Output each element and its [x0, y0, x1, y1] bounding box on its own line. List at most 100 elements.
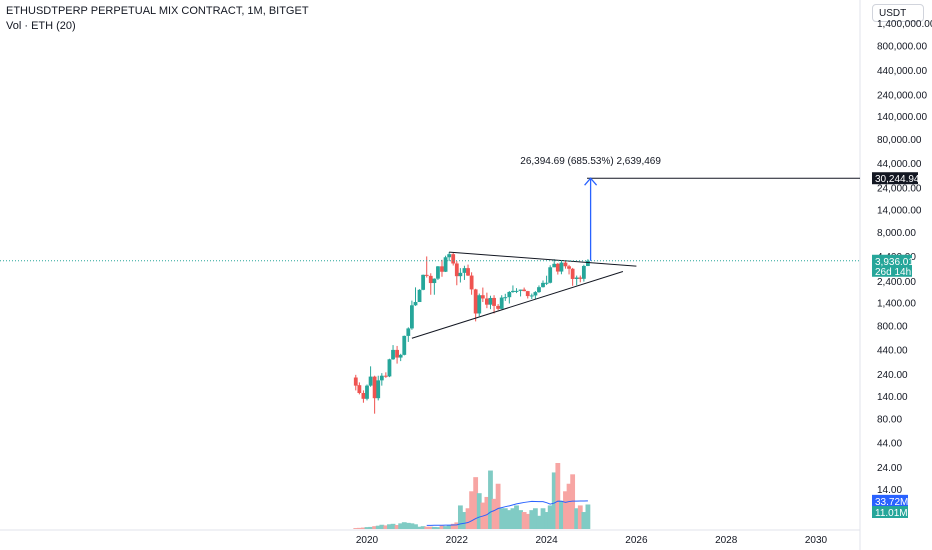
volume-bar [566, 483, 572, 529]
candle-body [525, 291, 530, 297]
volume-bar [473, 477, 479, 529]
volume-bar [469, 491, 475, 529]
time-tick-label: 2030 [805, 535, 828, 546]
candle-body [436, 266, 440, 279]
price-tick-label: 8,000.00 [877, 228, 916, 239]
price-tick-label: 140,000.00 [877, 112, 927, 123]
volume-bar [532, 508, 538, 529]
time-tick-label: 2020 [356, 535, 379, 546]
candle-body [563, 262, 568, 267]
price-tick-label: 440.00 [877, 345, 908, 356]
target-price-label: 30,244.94 [875, 174, 920, 185]
volume-bar [457, 505, 463, 529]
volume-bar [383, 525, 389, 529]
volume-bar [375, 525, 381, 529]
volume-bar [387, 524, 392, 529]
currency-button[interactable]: USDT [872, 4, 924, 22]
volume-bar [540, 508, 546, 529]
volume-bar [521, 512, 527, 529]
candle-body [402, 335, 407, 355]
volume-bar [394, 525, 400, 529]
price-tick-label: 2,400.00 [877, 277, 916, 288]
candle-body [473, 289, 478, 314]
volume-bar [431, 526, 437, 529]
candle-body [552, 263, 557, 268]
volume-bar [405, 522, 411, 529]
price-tick-label: 1,400,000.00 [877, 19, 932, 30]
volume-bar [356, 527, 362, 529]
volume-bar [420, 526, 426, 529]
volume-bar [435, 527, 441, 529]
volume-bar [409, 523, 415, 529]
volume-bar [547, 505, 553, 529]
candle-body [395, 349, 399, 358]
volume-tag [872, 506, 908, 518]
candle-body [496, 305, 501, 309]
symbol-title: ETHUSDTPERP PERPETUAL MIX CONTRACT, 1M, … [6, 5, 309, 17]
volume-bar [476, 493, 482, 529]
price-tick-label: 44.00 [877, 439, 902, 450]
candle-body [477, 295, 482, 314]
candle-body [410, 305, 414, 329]
price-tick-label: 440,000.00 [877, 66, 927, 77]
current-price-label: 3,936.01 [875, 257, 914, 268]
price-tick-label: 44,000.00 [877, 159, 922, 170]
volume-bar [525, 513, 531, 529]
candle-body [432, 278, 437, 284]
volume-bar [390, 523, 396, 529]
time-tick-label: 2026 [625, 535, 648, 546]
candle-body [361, 393, 366, 399]
volume-bar [368, 526, 373, 529]
volume-bar [514, 505, 519, 529]
candle-body [529, 295, 534, 297]
volume-ma-tag [872, 494, 908, 507]
candle-body [383, 375, 388, 377]
volume-bar [518, 510, 523, 529]
candle-body [492, 297, 496, 306]
candle-body [391, 349, 395, 360]
countdown-label: 26d 14h [875, 267, 911, 278]
projection-label: 26,394.69 (685.53%) 2,639,469 [520, 156, 661, 167]
candle-body [499, 297, 504, 309]
candle-body [537, 287, 541, 293]
projection-arrow-head [584, 177, 598, 186]
candle-body [454, 263, 459, 277]
candle-body [514, 290, 519, 292]
volume-ma-label: 33.72M [875, 497, 908, 508]
candle-body [480, 295, 485, 299]
candle-body [507, 291, 512, 298]
volume-bar [502, 508, 508, 529]
candle-body [387, 359, 392, 377]
candle-body [574, 277, 579, 279]
candle-body [503, 297, 508, 299]
trendline-resistance [449, 251, 637, 267]
price-tick-label: 80.00 [877, 414, 902, 425]
candle-body [541, 282, 545, 288]
candle-body [379, 375, 384, 381]
candle-body [421, 274, 426, 290]
price-tick-label: 14.00 [877, 485, 902, 496]
volume-bar [379, 524, 385, 529]
candle-body [578, 277, 583, 279]
volume-bar [551, 472, 557, 529]
candle-body [586, 260, 590, 266]
price-tick-label: 24.00 [877, 463, 902, 474]
volume-bar [488, 470, 493, 529]
volume-bar [462, 512, 467, 529]
candle-body [443, 257, 448, 272]
volume-bar [585, 504, 591, 529]
volume-bar [563, 491, 568, 529]
candle-body [559, 262, 564, 272]
candle-body [451, 254, 456, 264]
candle-body [511, 290, 515, 292]
candle-body [417, 289, 422, 303]
candle-body [518, 289, 523, 291]
candle-body [428, 275, 433, 284]
current-price-tag [872, 254, 912, 277]
candle-body [555, 263, 560, 272]
volume-bar [506, 510, 512, 529]
price-tick-label: 240,000.00 [877, 90, 927, 101]
time-tick-label: 2022 [446, 535, 469, 546]
volume-bar [495, 483, 501, 529]
